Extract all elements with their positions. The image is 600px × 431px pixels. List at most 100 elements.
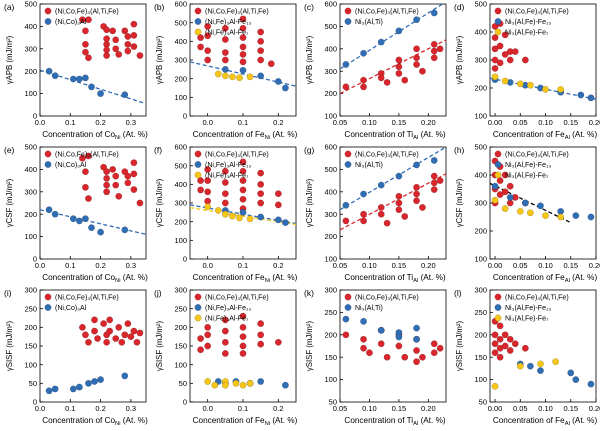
data-point: [109, 165, 117, 173]
legend-marker: [194, 28, 202, 36]
data-point: [342, 331, 350, 339]
data-point: [506, 193, 514, 201]
data-point: [496, 353, 504, 361]
data-point: [112, 36, 120, 44]
data-point: [239, 312, 247, 320]
data-point: [257, 56, 265, 64]
legend-marker: [494, 150, 502, 158]
data-point: [82, 331, 89, 339]
y-tick-label: 500: [474, 143, 487, 152]
data-point: [267, 60, 275, 68]
data-point: [121, 331, 129, 339]
x-tick-label: 0.15: [563, 261, 578, 270]
data-point: [221, 36, 229, 43]
data-point: [257, 37, 265, 45]
data-point: [413, 335, 420, 343]
y-tick-label: 50: [29, 379, 37, 388]
y-tick-label: 100: [174, 93, 187, 102]
data-point: [496, 59, 504, 67]
y-tick-label: 0: [183, 398, 187, 407]
panel-label: (e): [4, 145, 15, 155]
legend-marker: [494, 161, 502, 168]
data-point: [413, 197, 420, 205]
data-point: [221, 381, 229, 389]
legend-entry: (Ni,Co,Fe)₃(Al,Ti,Fe): [505, 152, 569, 159]
y-tick-label: 250: [324, 308, 337, 317]
data-point: [197, 34, 205, 41]
data-point: [246, 215, 254, 223]
legend-marker: [44, 7, 52, 15]
data-point: [377, 204, 385, 211]
data-point: [526, 362, 534, 370]
legend-marker: [44, 18, 52, 25]
chart-panel-e: 0.0 0.1 0.2 0.3 0 100 200 300 400 500 Concentratio…: [4, 143, 148, 284]
data-point: [45, 206, 53, 214]
data-point: [395, 342, 403, 350]
legend-marker: [44, 161, 52, 168]
data-point: [82, 48, 89, 56]
data-point: [377, 74, 385, 82]
x-tick-label: 0.00: [488, 118, 503, 127]
data-point: [360, 190, 367, 198]
data-point: [228, 212, 236, 220]
data-point: [85, 54, 92, 62]
y-tick-label: 500: [324, 22, 337, 31]
data-point: [491, 349, 499, 357]
plot-frame: [339, 3, 447, 117]
x-tick-label: 0.05: [513, 118, 528, 127]
data-point: [557, 86, 565, 93]
data-point: [51, 385, 59, 393]
legend-entry: Ni₃(Al,Ti): [355, 19, 383, 26]
data-point: [542, 86, 549, 93]
data-point: [112, 335, 120, 342]
data-point: [430, 186, 438, 193]
data-point: [221, 350, 229, 357]
data-point: [491, 34, 499, 41]
legend-marker: [344, 7, 352, 15]
panel-label: (f): [154, 145, 162, 155]
fit-line: [340, 39, 446, 95]
data-point: [221, 49, 229, 56]
data-point: [100, 320, 108, 327]
y-tick-label: 500: [24, 0, 37, 9]
data-point: [257, 190, 265, 198]
x-tick-label: 0.15: [392, 118, 407, 127]
data-point: [526, 209, 534, 217]
y-tick-label: 100: [174, 360, 187, 369]
data-point: [257, 213, 265, 221]
data-point: [537, 202, 544, 210]
data-point: [377, 181, 385, 189]
y-tick-label: 200: [24, 323, 37, 332]
data-point: [342, 61, 350, 68]
data-point: [124, 33, 132, 40]
legend-entry: Ni₃(Al,Fe)-Fe₇: [505, 30, 549, 37]
data-point: [204, 56, 212, 64]
data-point: [377, 340, 385, 348]
panel-label: (h): [454, 145, 465, 155]
data-point: [197, 186, 205, 194]
data-point: [246, 379, 254, 387]
legend-entry: Ni₃(Al,Fe)-Fe₁₃: [505, 162, 551, 169]
legend-marker: [194, 314, 202, 322]
y-tick-label: 500: [174, 18, 187, 27]
x-tick-label: 0.20: [589, 118, 600, 127]
data-point: [221, 179, 229, 186]
legend-marker: [494, 28, 502, 36]
data-point: [537, 360, 544, 368]
data-point: [239, 333, 247, 341]
chart-panel-h: 0.00 0.05 0.10 0.15 0.20 100 200 300 400 500 Conce…: [454, 143, 600, 284]
legend-marker: [194, 161, 202, 168]
legend-marker: [344, 161, 352, 168]
y-axis-label: γCSF (mJ/m²): [455, 178, 464, 227]
data-point: [366, 349, 373, 357]
data-point: [221, 190, 229, 198]
panel-label: (d): [454, 2, 465, 12]
data-point: [395, 27, 403, 35]
legend-entry: (Ni,Fe)₃Al-Fe₇: [205, 316, 249, 323]
data-point: [85, 152, 92, 160]
y-tick-label: 100: [474, 375, 487, 384]
data-point: [221, 167, 229, 175]
data-point: [501, 188, 509, 196]
data-point: [91, 378, 98, 385]
data-point: [124, 40, 132, 48]
